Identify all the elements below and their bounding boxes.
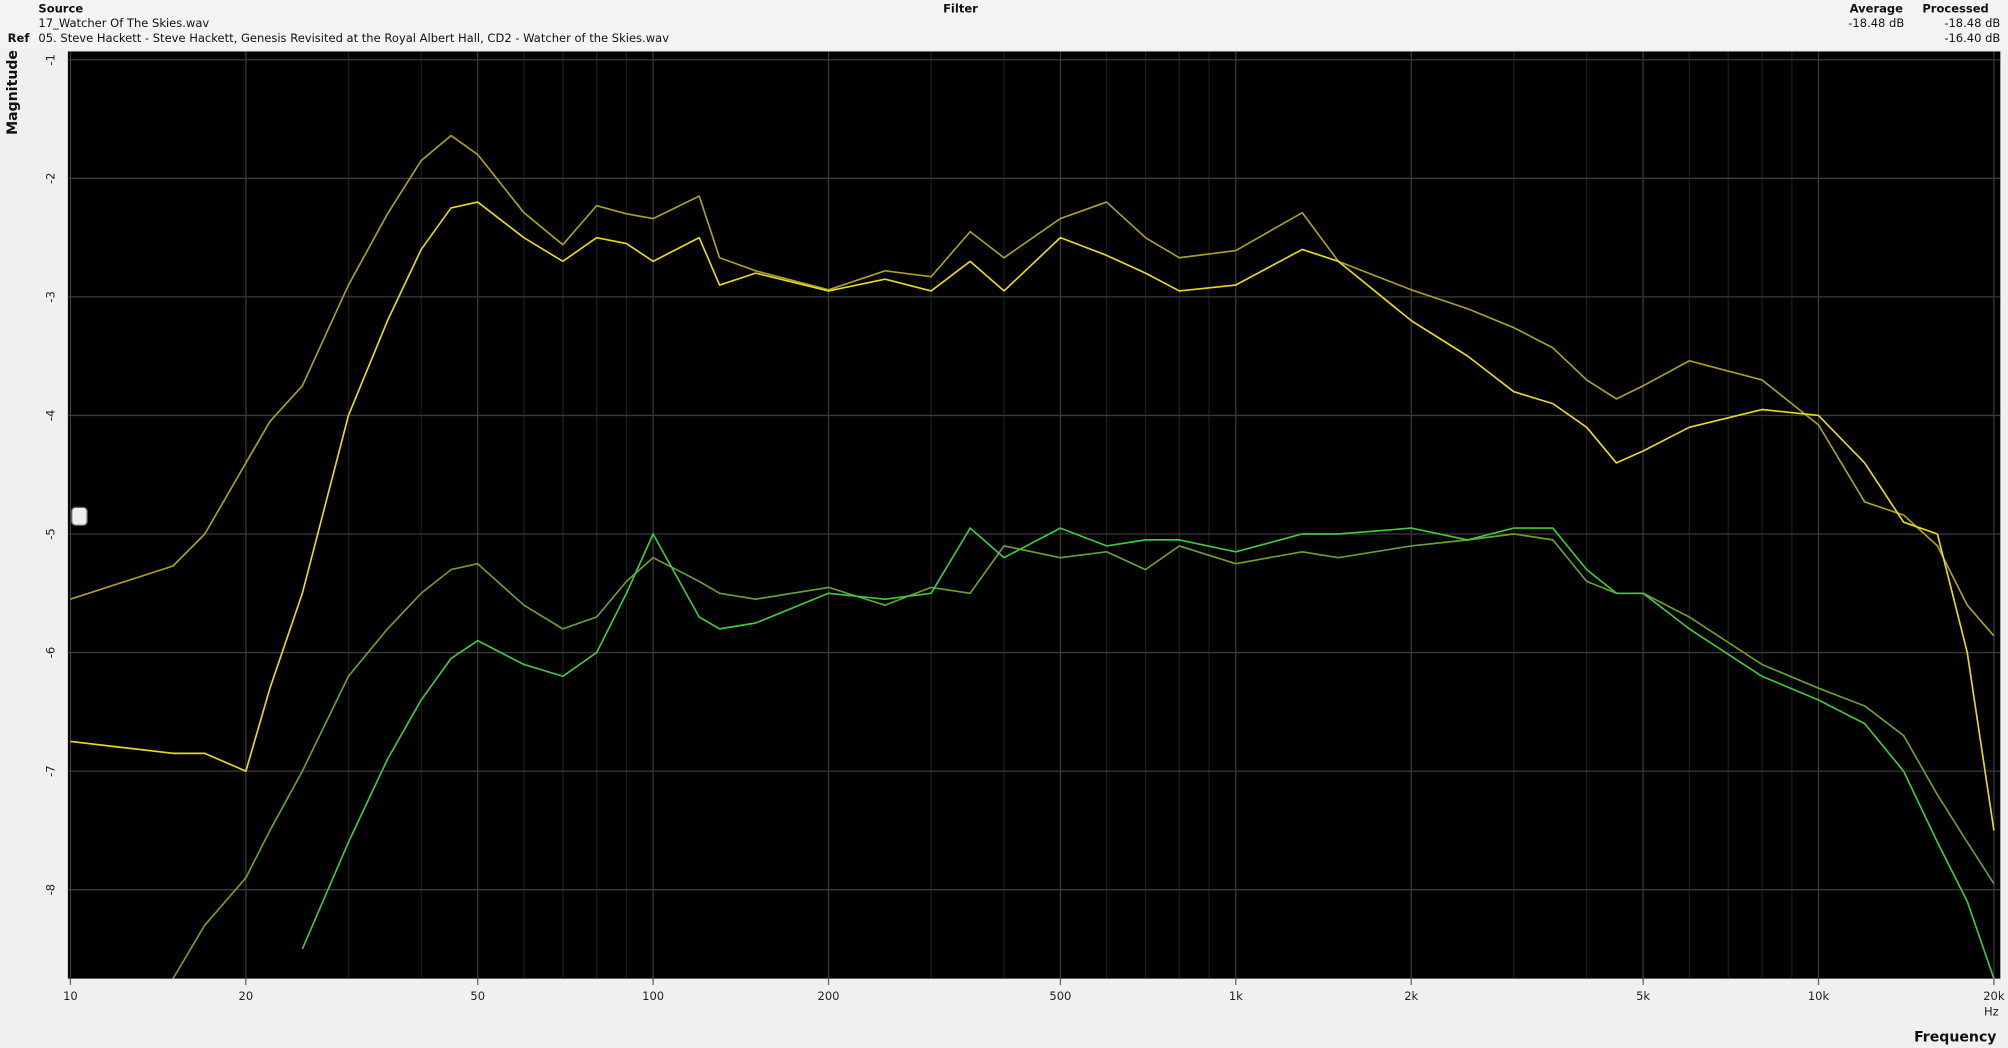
y-axis-title: Magnitude (5, 50, 21, 135)
series-line (172, 533, 1995, 979)
x-tick-label: 100 (642, 989, 664, 1003)
header-bar (0, 0, 2008, 49)
x-tick-label: 500 (1049, 989, 1071, 1003)
processed-ref: -16.40 dB (1944, 31, 2000, 45)
x-tick-label: 200 (818, 989, 840, 1003)
lines (70, 134, 1995, 979)
source-file: 17_Watcher Of The Skies.wav (38, 16, 209, 30)
zoom-handle[interactable] (71, 506, 88, 526)
x-tick-label: 20 (239, 989, 254, 1003)
processed-source: -18.48 dB (1944, 16, 2000, 30)
y-tick-label: -1 (44, 54, 58, 65)
x-tick-label: 1k (1229, 989, 1243, 1003)
plot-area (67, 51, 2001, 979)
y-tick-label: -7 (44, 765, 58, 776)
y-tick-label: -6 (44, 647, 58, 658)
ref-label: Ref (8, 31, 31, 45)
ref-file: 05. Steve Hackett - Steve Hackett, Genes… (38, 31, 669, 45)
x-axis-title: Frequency (1914, 1030, 1996, 1046)
y-tick-label: -8 (44, 884, 58, 895)
x-tick-label: 5k (1636, 989, 1650, 1003)
x-tick-label: 2k (1404, 989, 1418, 1003)
grid: 10 20 50 100 200 500 1k 2k 5k 10k 20k -1 -2 -3 -4 -5 -6 -… (44, 51, 2005, 1003)
average-label: Average (1850, 2, 1904, 16)
x-tick-label: 50 (470, 989, 485, 1003)
x-tick-label: 20k (1983, 989, 2005, 1003)
series-line (70, 201, 1995, 831)
average-source: -18.48 dB (1848, 16, 1904, 30)
series-line (301, 527, 1995, 979)
y-tick-label: -5 (44, 528, 58, 539)
filter-label: Filter (943, 2, 978, 16)
x-unit: Hz (1984, 1004, 1999, 1018)
x-tick-label: 10k (1808, 989, 1830, 1003)
series-line (70, 134, 1995, 637)
y-tick-label: -2 (44, 173, 58, 184)
y-tick-label: -4 (44, 410, 58, 421)
x-tick-label: 10 (63, 989, 78, 1003)
processed-label: Processed (1922, 2, 1988, 16)
y-tick-label: -3 (44, 291, 58, 302)
source-label: Source (38, 2, 83, 16)
